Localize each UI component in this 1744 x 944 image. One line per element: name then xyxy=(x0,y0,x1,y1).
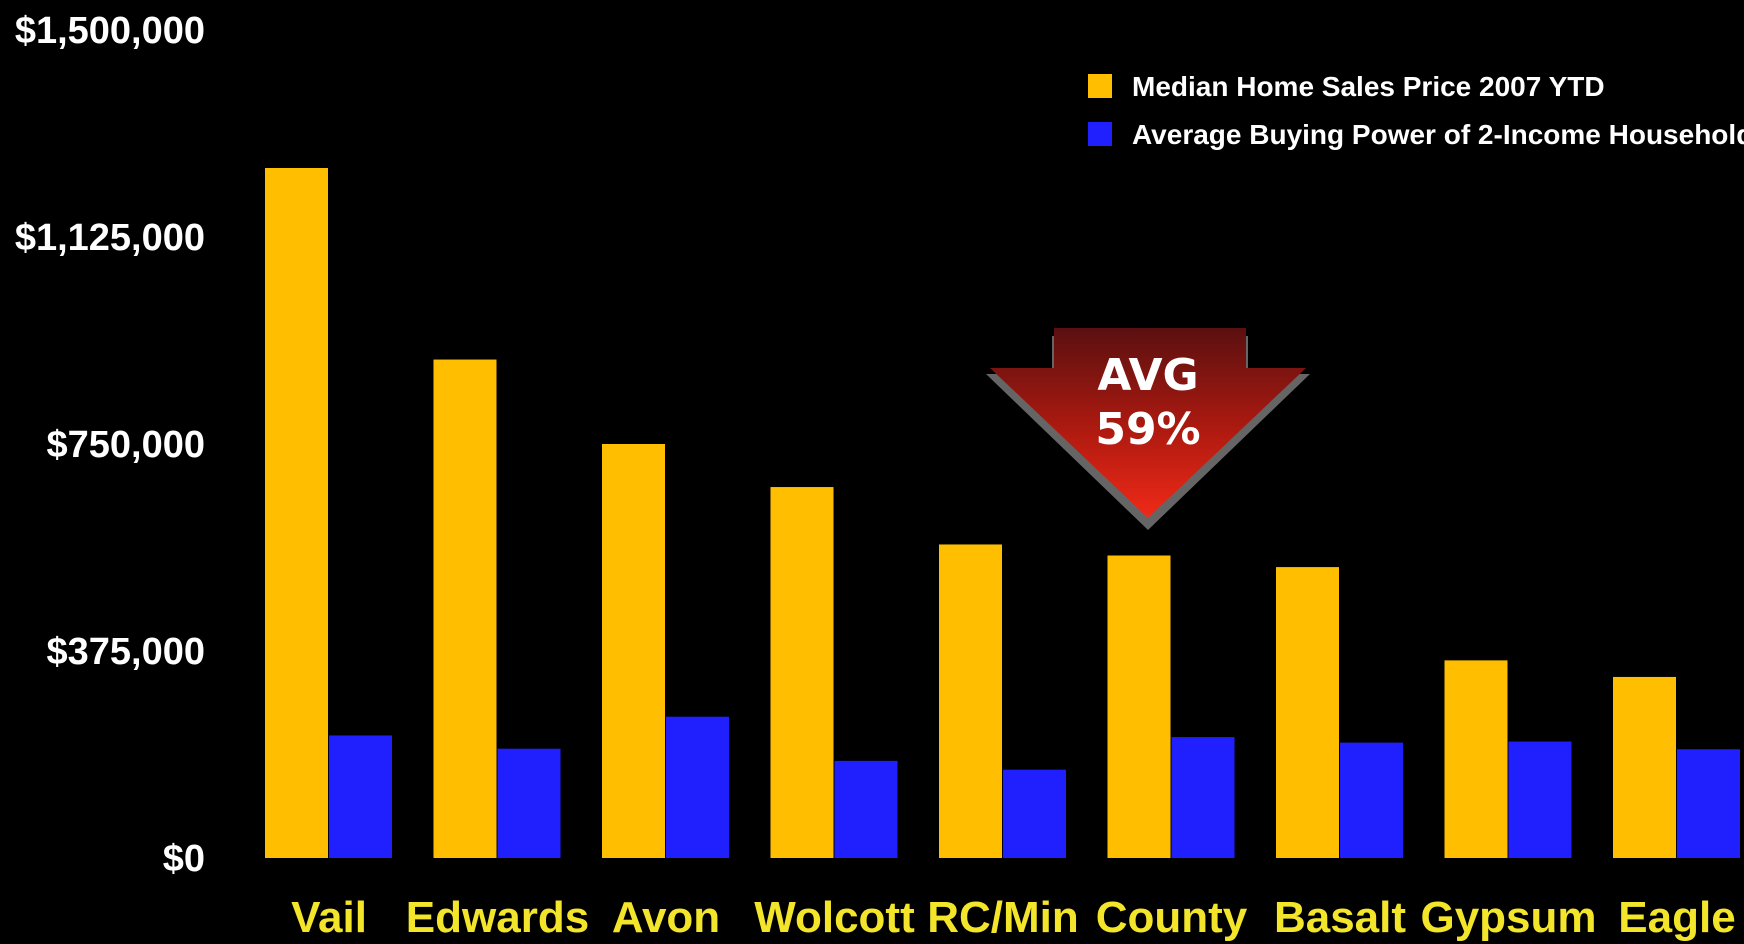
down-arrow-icon xyxy=(990,328,1306,518)
y-tick-label: $1,500,000 xyxy=(15,10,205,52)
bar-median-price-avon xyxy=(602,444,665,858)
legend: Median Home Sales Price 2007 YTD Average… xyxy=(1088,71,1744,150)
bar-median-price-wolcott xyxy=(770,487,834,858)
bar-median-price-basalt xyxy=(1276,567,1339,858)
legend-swatch-median-price xyxy=(1088,74,1112,98)
legend-swatch-buying-power xyxy=(1088,122,1112,146)
bar-buying-power-rc-min xyxy=(1003,769,1066,858)
x-axis-ticks: Vail Edwards Avon Wolcott RC/Min County Basalt… xyxy=(291,893,1736,942)
bar-median-price-rc-min xyxy=(939,544,1002,858)
bar-buying-power-basalt xyxy=(1340,742,1403,858)
bar-median-price-county xyxy=(1107,555,1171,858)
bar-buying-power-vail xyxy=(329,735,392,858)
bar-buying-power-county xyxy=(1171,737,1235,858)
bar-buying-power-edwards xyxy=(497,748,561,858)
x-tick-label: County xyxy=(1096,893,1248,942)
x-tick-label: Edwards xyxy=(406,893,589,942)
bar-median-price-edwards xyxy=(433,359,497,858)
y-tick-label: $750,000 xyxy=(47,424,206,466)
y-tick-label: $1,125,000 xyxy=(15,217,205,259)
bars xyxy=(265,168,1740,858)
x-tick-label: Gypsum xyxy=(1420,893,1596,942)
y-axis-ticks: $0 $375,000 $750,000 $1,125,000 $1,500,000 xyxy=(15,10,205,880)
x-tick-label: RC/Min xyxy=(927,893,1079,942)
y-tick-label: $0 xyxy=(163,838,205,880)
x-tick-label: Vail xyxy=(291,893,367,942)
bar-buying-power-gypsum xyxy=(1508,741,1572,858)
x-tick-label: Avon xyxy=(612,893,720,942)
avg-callout-arrow: AVG 59% xyxy=(986,328,1310,530)
x-tick-label: Eagle xyxy=(1618,893,1735,942)
bar-median-price-vail xyxy=(265,168,328,858)
legend-label-buying-power: Average Buying Power of 2-Income Househo… xyxy=(1132,119,1744,150)
bar-median-price-gypsum xyxy=(1444,660,1508,858)
callout-label-avg: AVG xyxy=(1097,350,1198,401)
bar-buying-power-eagle xyxy=(1677,749,1740,858)
x-tick-label: Basalt xyxy=(1274,893,1406,942)
y-tick-label: $375,000 xyxy=(47,631,206,673)
bar-buying-power-avon xyxy=(666,716,729,858)
bar-buying-power-wolcott xyxy=(834,760,898,858)
legend-label-median-price: Median Home Sales Price 2007 YTD xyxy=(1132,71,1605,102)
bar-median-price-eagle xyxy=(1613,676,1676,858)
x-tick-label: Wolcott xyxy=(754,893,915,942)
callout-label-percent: 59% xyxy=(1095,404,1200,455)
